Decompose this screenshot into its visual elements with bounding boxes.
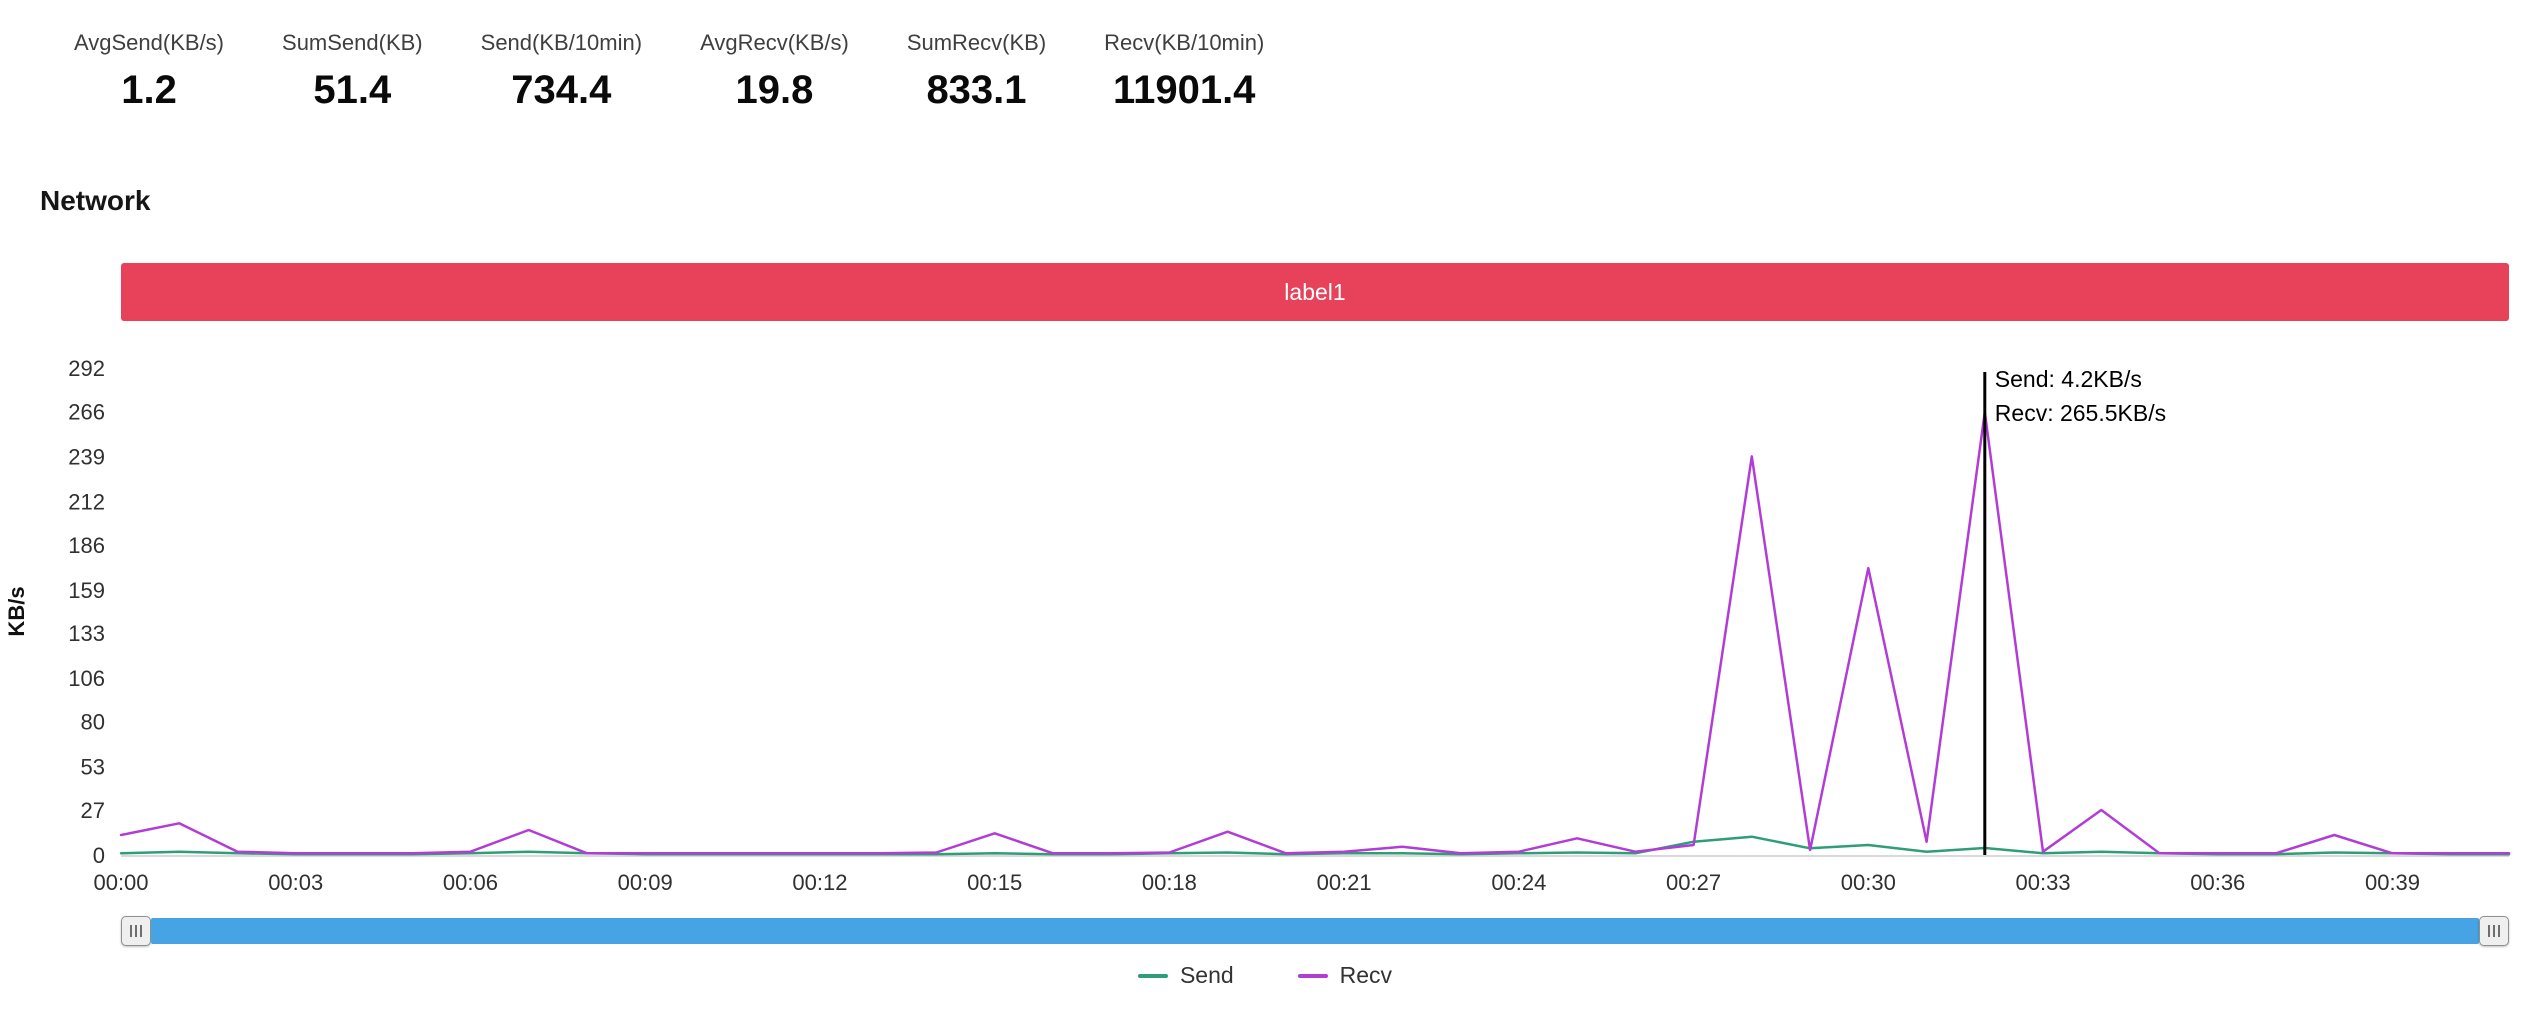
y-axis-tick-label: 53 <box>81 755 105 780</box>
y-axis-tick-label: 186 <box>68 533 105 558</box>
stat-column: AvgSend(KB/s) 1.2 <box>74 30 224 113</box>
y-axis-tick-label: 133 <box>68 621 105 646</box>
stat-value: 51.4 <box>313 68 392 112</box>
x-axis-tick-label: 00:24 <box>1491 870 1546 895</box>
datazoom-slider[interactable] <box>121 916 2509 946</box>
datazoom-left-handle[interactable] <box>121 916 151 946</box>
x-axis-tick-label: 00:09 <box>618 870 673 895</box>
legend-item-send[interactable]: Send <box>1137 962 1234 989</box>
x-axis-tick-label: 00:33 <box>2016 870 2071 895</box>
x-axis-tick-label: 00:18 <box>1142 870 1197 895</box>
y-axis-tick-label: 106 <box>68 666 105 691</box>
y-axis-tick-label: 159 <box>68 578 105 603</box>
x-axis-tick-label: 00:21 <box>1317 870 1372 895</box>
y-axis-tick-label: 266 <box>68 399 105 424</box>
banner-label: label1 <box>1284 278 1346 305</box>
stat-value: 734.4 <box>511 68 612 112</box>
stat-label: SumSend(KB) <box>282 30 423 55</box>
y-axis-tick-label: 80 <box>81 710 105 735</box>
y-axis-title: KB/s <box>4 586 29 636</box>
legend-label: Send <box>1179 962 1234 988</box>
y-axis-tick-label: 0 <box>93 843 105 868</box>
chart-plot-area[interactable] <box>121 368 2509 855</box>
x-axis-tick-label: 00:30 <box>1841 870 1896 895</box>
stat-column: Recv(KB/10min) 11901.4 <box>1104 30 1264 113</box>
y-axis-tick-label: 239 <box>68 444 105 469</box>
banner: label1 <box>121 263 2509 321</box>
stat-label: Send(KB/10min) <box>480 30 643 55</box>
legend-line-icon <box>1137 973 1168 978</box>
stat-label: AvgSend(KB/s) <box>74 30 225 55</box>
stat-column: Send(KB/10min) 734.4 <box>481 30 642 113</box>
y-axis-tick-label: 212 <box>68 489 105 514</box>
stat-column: AvgRecv(KB/s) 19.8 <box>700 30 849 113</box>
x-axis-tick-label: 00:15 <box>967 870 1022 895</box>
y-axis-tick-label: 292 <box>68 356 105 381</box>
stat-value: 1.2 <box>121 68 177 112</box>
stat-value: 11901.4 <box>1113 68 1256 112</box>
stat-label: Recv(KB/10min) <box>1104 30 1265 55</box>
tooltip-text-line: Recv: 265.5KB/s <box>1995 400 2166 426</box>
x-axis-tick-label: 00:36 <box>2190 870 2245 895</box>
tooltip-text-line: Send: 4.2KB/s <box>1995 366 2142 392</box>
x-axis-tick-label: 00:00 <box>93 870 148 895</box>
y-axis-tick-label: 27 <box>81 798 105 823</box>
stat-column: SumRecv(KB) 833.1 <box>907 30 1046 113</box>
recv-series-line <box>119 410 2511 855</box>
network-chart[interactable]: KB/s 0 27 53 80 106 133 159 186 212 239 266 292 00:00… <box>0 339 2530 901</box>
legend-item-recv[interactable]: Recv <box>1297 962 1393 989</box>
x-axis-tick-label: 00:27 <box>1666 870 1721 895</box>
section-title: Network <box>40 185 151 216</box>
datazoom-right-handle[interactable] <box>2479 916 2509 946</box>
x-axis-tick-label: 00:39 <box>2365 870 2420 895</box>
stat-column: SumSend(KB) 51.4 <box>282 30 423 113</box>
legend-line-icon <box>1297 973 1328 978</box>
x-axis-tick-label: 00:03 <box>268 870 323 895</box>
stat-value: 833.1 <box>926 68 1027 112</box>
stat-value: 19.8 <box>735 68 814 112</box>
x-axis-tick-label: 00:12 <box>792 870 847 895</box>
stats-row: AvgSend(KB/s) 1.2 SumSend(KB) 51.4 Send(KB/1… <box>0 0 2530 113</box>
legend: Send Recv <box>0 962 2530 989</box>
stat-label: AvgRecv(KB/s) <box>700 30 849 55</box>
stat-label: SumRecv(KB) <box>906 30 1047 55</box>
datazoom-track[interactable] <box>151 918 2479 944</box>
legend-label: Recv <box>1339 962 1393 988</box>
x-axis-tick-label: 00:06 <box>443 870 498 895</box>
